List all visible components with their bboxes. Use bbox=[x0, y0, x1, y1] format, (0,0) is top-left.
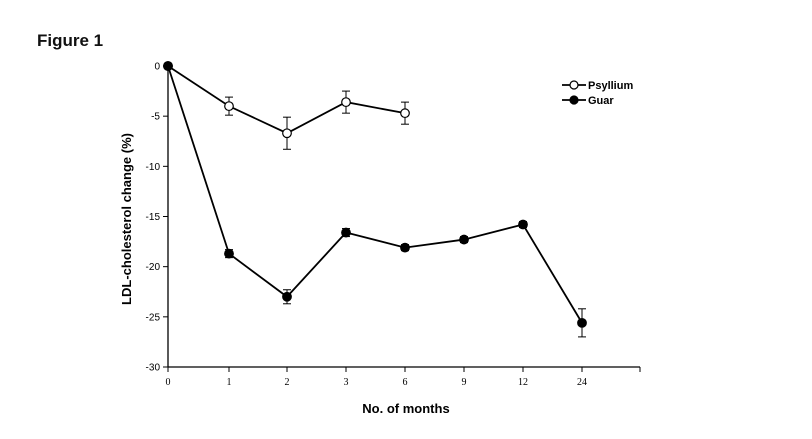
series-psyllium bbox=[163, 61, 410, 150]
y-tick-label: -10 bbox=[146, 162, 161, 173]
x-tick-label: 12 bbox=[518, 377, 528, 388]
psyllium-point bbox=[224, 101, 234, 112]
psyllium-point bbox=[400, 108, 410, 119]
x-tick-label: 2 bbox=[285, 377, 290, 388]
x-axis-title: No. of months bbox=[362, 401, 449, 416]
y-tick-label: -20 bbox=[146, 262, 161, 273]
psyllium-point bbox=[282, 128, 292, 139]
guar-point bbox=[459, 234, 469, 245]
guar-point bbox=[400, 242, 410, 253]
x-axis-ticks: 0 1 2 3 6 9 12 24 bbox=[166, 367, 641, 388]
x-tick-label: 6 bbox=[403, 377, 408, 388]
x-tick-label: 0 bbox=[166, 377, 171, 388]
x-tick-label: 24 bbox=[577, 377, 587, 388]
series-guar bbox=[163, 61, 587, 338]
x-tick-label: 1 bbox=[227, 377, 232, 388]
legend-guar-label: Guar bbox=[588, 95, 614, 107]
psyllium-point bbox=[341, 97, 351, 108]
y-axis-ticks: 0 -5 -10 -15 -20 -25 -30 bbox=[146, 62, 168, 374]
y-tick-label: 0 bbox=[154, 62, 160, 73]
series-layer bbox=[163, 61, 587, 338]
figure-label: Figure 1 bbox=[37, 31, 104, 50]
guar-point bbox=[163, 61, 173, 71]
legend: Psyllium Guar bbox=[562, 80, 633, 107]
guar-line bbox=[167, 65, 583, 324]
y-tick-label: -30 bbox=[146, 363, 161, 374]
x-tick-label: 3 bbox=[344, 377, 349, 388]
guar-point bbox=[282, 291, 292, 302]
y-axis-title: LDL-cholesterol change (%) bbox=[119, 133, 134, 305]
guar-point bbox=[341, 227, 351, 238]
guar-point bbox=[224, 248, 234, 259]
x-tick-label: 9 bbox=[462, 377, 467, 388]
legend-psyllium-label: Psyllium bbox=[588, 80, 633, 92]
y-tick-label: -15 bbox=[146, 212, 161, 223]
guar-point bbox=[577, 317, 587, 328]
legend-guar-marker bbox=[569, 95, 579, 105]
guar-point bbox=[518, 219, 528, 230]
y-tick-label: -5 bbox=[151, 112, 160, 123]
y-tick-label: -25 bbox=[146, 312, 161, 323]
legend-psyllium-marker bbox=[569, 80, 579, 90]
